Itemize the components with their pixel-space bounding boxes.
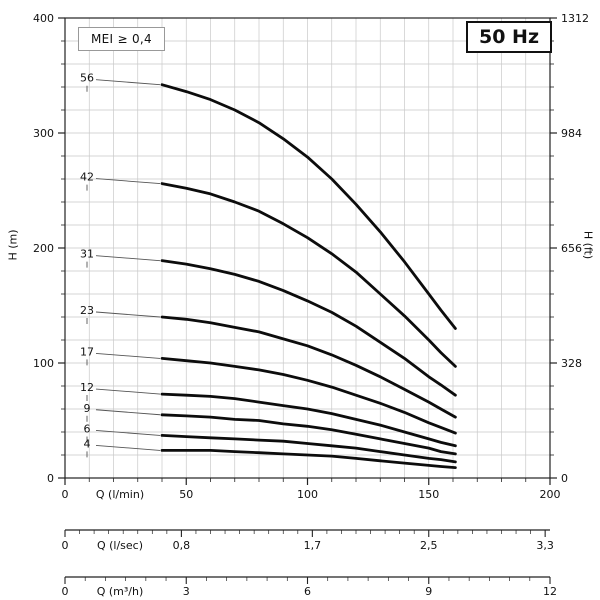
curve-56-stages [160,83,457,330]
y-right-tick-label: 1312 [561,12,589,25]
series-leader-line [95,79,161,86]
series-label-56: 56 [80,72,94,85]
series-label-9: 9 [84,402,91,415]
series-label-23: 23 [80,304,94,317]
series-label-12: 12 [80,381,94,394]
y-right-tick-label: 0 [561,472,568,485]
curve-42-stages [160,182,457,368]
mei-label: MEI ≥ 0,4 [91,32,152,46]
y-left-tick-label: 0 [47,472,54,485]
y-axis-left-title: H (m) [6,229,20,261]
m3h-tick-label: 12 [543,585,557,598]
x-main-tick-label: 100 [297,488,318,501]
series-label-17: 17 [80,345,94,358]
x-main-tick-label: 200 [540,488,561,501]
y-left-tick-label: 400 [33,12,54,25]
y-right-tick-label: 984 [561,127,582,140]
lsec-tick-label: 1,7 [304,539,322,552]
lsec-tick-label: 2,5 [420,539,438,552]
m3h-tick-label: 3 [183,585,190,598]
x-main-tick-label: 0 [62,488,69,501]
lsec-tick-label: 0,8 [173,539,191,552]
series-label-6: 6 [84,422,91,435]
m3h-tick-label: 6 [304,585,311,598]
series-label-31: 31 [80,248,94,261]
m3h-axis-title: Q (m³/h) [97,585,144,598]
x-main-axis-title: Q (l/min) [96,488,144,501]
x-main-tick-label: 150 [418,488,439,501]
curve-23-stages [160,315,457,419]
m3h-tick-label: 9 [425,585,432,598]
curve-12-stages [160,392,457,448]
lsec-tick-label: 3,3 [536,539,554,552]
y-left-tick-label: 200 [33,242,54,255]
frequency-label: 50 Hz [478,26,539,48]
y-left-tick-label: 100 [33,357,54,370]
lsec-axis-title: Q (l/sec) [97,539,143,552]
series-leader-line [95,409,161,416]
series-leader-line [95,255,161,262]
curve-6-stages [160,434,457,464]
y-right-tick-label: 328 [561,357,582,370]
series-leader-line [95,311,161,318]
y-left-tick-label: 300 [33,127,54,140]
series-leader-line [95,430,161,436]
curve-9-stages [160,413,457,456]
m3h-tick-label: 0 [62,585,69,598]
curve-17-stages [160,357,457,435]
series-leader-line [95,352,161,359]
mei-badge: MEI ≥ 0,4 [78,27,165,51]
frequency-badge: 50 Hz [466,21,552,53]
lsec-tick-label: 0 [62,539,69,552]
curve-31-stages [160,259,457,397]
y-right-tick-label: 656 [561,242,582,255]
series-label-42: 42 [80,171,94,184]
series-label-4: 4 [84,437,91,450]
x-main-tick-label: 50 [179,488,193,501]
y-axis-right-title: H (ft) [581,230,595,260]
series-leader-line [95,388,161,395]
series-leader-line [95,444,161,451]
series-leader-line [95,178,161,185]
curve-4-stages [160,449,457,469]
